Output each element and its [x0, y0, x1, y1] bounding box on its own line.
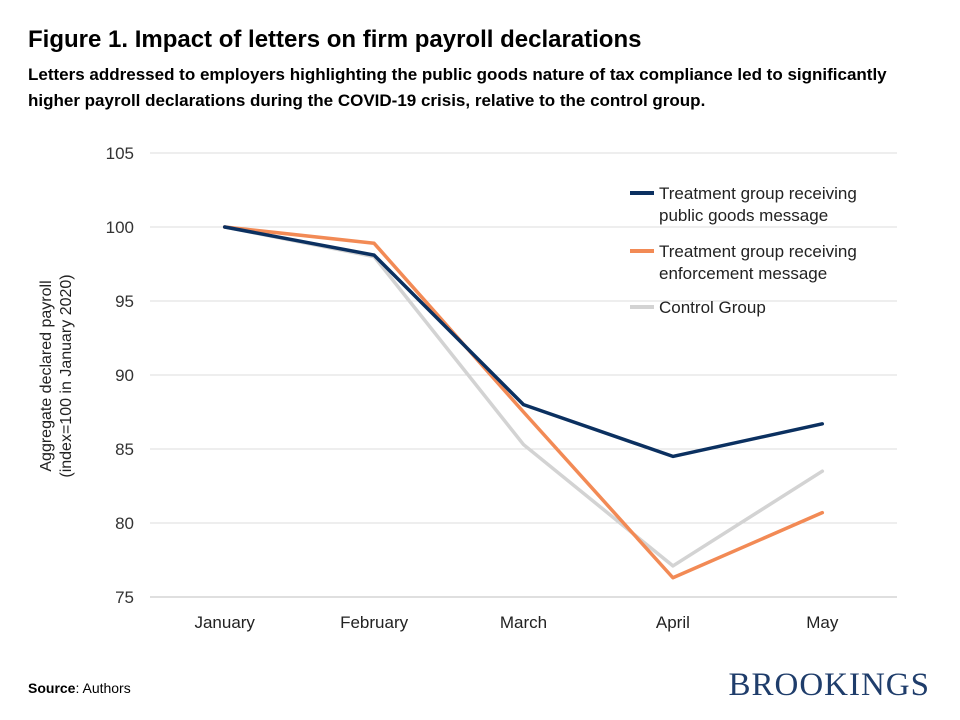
- y-tick-label-90: 90: [115, 366, 134, 385]
- x-tick-labels: January February March April May: [194, 613, 838, 632]
- y-tick-labels: 75 80 85 90 95 100 105: [106, 144, 134, 607]
- source-note: Source: Authors: [28, 680, 131, 696]
- y-tick-label-85: 85: [115, 440, 134, 459]
- legend-label-0-line1: Treatment group receiving: [659, 184, 857, 203]
- legend-label-1-line2: enforcement message: [659, 264, 827, 283]
- legend: Treatment group receiving public goods me…: [630, 184, 857, 317]
- series-line-1: [222, 225, 825, 580]
- x-tick-label-april: April: [656, 613, 690, 632]
- legend-label-1-line1: Treatment group receiving: [659, 242, 857, 261]
- chart-title: Figure 1. Impact of letters on firm payr…: [28, 26, 642, 53]
- series-lines: [222, 225, 825, 580]
- y-tick-label-100: 100: [106, 218, 134, 237]
- line-chart: 75 80 85 90 95 100 105 January February March Apr…: [38, 144, 897, 632]
- series-line-0: [222, 225, 825, 459]
- x-tick-label-may: May: [806, 613, 839, 632]
- x-tick-label-march: March: [500, 613, 547, 632]
- legend-label-2-line1: Control Group: [659, 298, 766, 317]
- x-tick-label-february: February: [340, 613, 409, 632]
- y-axis-label-line1: Aggregate declared payroll: [38, 280, 55, 471]
- y-tick-label-105: 105: [106, 144, 134, 163]
- brookings-logo: BROOKINGS: [728, 667, 930, 703]
- gridlines: [150, 152, 897, 598]
- chart-subtitle: Letters addressed to employers highlight…: [28, 65, 887, 110]
- y-axis-label-line2: (index=100 in January 2020): [58, 274, 75, 477]
- y-tick-label-80: 80: [115, 514, 134, 533]
- x-tick-label-january: January: [194, 613, 255, 632]
- source-text: : Authors: [75, 680, 131, 696]
- source-label: Source: [28, 680, 76, 696]
- legend-label-0-line2: public goods message: [659, 206, 828, 225]
- y-tick-label-95: 95: [115, 292, 134, 311]
- y-tick-label-75: 75: [115, 588, 134, 607]
